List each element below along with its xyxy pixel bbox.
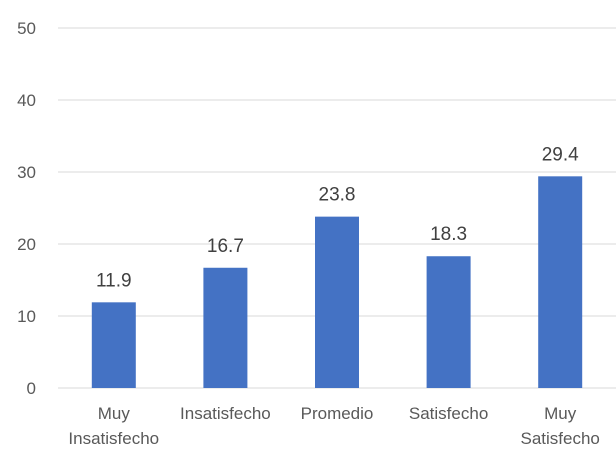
x-category-label: Insatisfecho <box>180 404 271 423</box>
bar <box>426 256 471 388</box>
x-category-label: Muy Insatisfecho <box>68 404 159 448</box>
bar <box>538 176 583 388</box>
x-category-label-line: Satisfecho <box>409 404 488 423</box>
bar <box>203 267 248 388</box>
data-label: 18.3 <box>430 224 467 245</box>
y-tick-label: 30 <box>17 163 36 182</box>
x-category-label-line: Muy <box>98 404 131 423</box>
x-axis-categories: Muy Insatisfecho Insatisfecho Promedio Satis… <box>68 404 599 448</box>
data-labels: 11.9 16.7 23.8 18.3 29.4 <box>96 144 579 291</box>
data-label: 11.9 <box>96 270 132 291</box>
data-label: 29.4 <box>542 144 579 165</box>
y-tick-label: 50 <box>17 19 36 38</box>
x-category-label-line: Insatisfecho <box>68 429 159 448</box>
bar <box>315 216 359 388</box>
x-category-label: Muy Satisfecho <box>521 404 600 448</box>
y-axis-ticks: 0 10 20 30 40 50 <box>17 19 36 398</box>
data-label: 23.8 <box>319 185 356 206</box>
data-label: 16.7 <box>207 236 244 257</box>
y-tick-label: 10 <box>17 307 36 326</box>
x-category-label: Promedio <box>301 404 374 423</box>
x-category-label-line: Promedio <box>301 404 374 423</box>
y-tick-label: 20 <box>17 235 36 254</box>
x-category-label: Satisfecho <box>409 404 488 423</box>
y-tick-label: 0 <box>27 379 36 398</box>
x-category-label-line: Satisfecho <box>521 429 600 448</box>
bar <box>91 302 136 388</box>
x-category-label-line: Insatisfecho <box>180 404 271 423</box>
bars <box>91 176 583 388</box>
x-category-label-line: Muy <box>544 404 577 423</box>
y-tick-label: 40 <box>17 91 36 110</box>
